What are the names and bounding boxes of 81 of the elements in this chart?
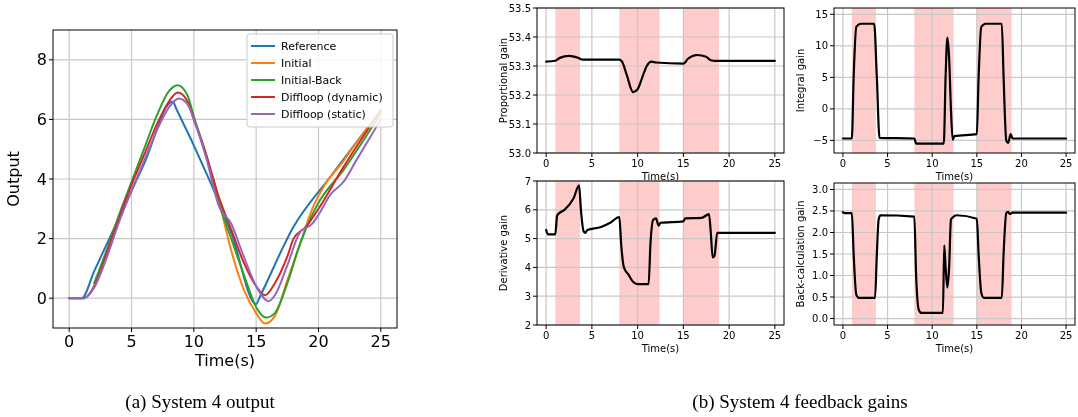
x-tick-label: 25	[1059, 158, 1073, 169]
x-axis-title: Time(s)	[640, 343, 680, 354]
x-tick-label: 5	[588, 158, 596, 169]
y-tick-label: 5	[524, 233, 531, 245]
y-tick-label: 0	[36, 288, 47, 308]
x-tick-label: 20	[722, 158, 736, 169]
y-tick-label: 1.5	[812, 248, 828, 260]
y-tick-label: 3	[524, 290, 531, 302]
line-series	[841, 22, 1068, 145]
y-tick-label: 4	[524, 261, 531, 273]
y-tick-label: 7	[524, 175, 531, 187]
y-tick-label: 53.0	[508, 147, 531, 159]
y-tick-label: 10	[815, 40, 828, 52]
x-axis-title: Time(s)	[194, 351, 255, 371]
y-tick-label: 3.0	[812, 183, 828, 195]
y-axis-title: Output	[4, 151, 23, 207]
x-tick-label: 10	[183, 331, 205, 351]
x-tick-label: 20	[1015, 330, 1028, 341]
legend-label: Reference	[281, 40, 337, 53]
x-tick-label: 15	[970, 158, 984, 169]
y-tick-label: −5	[813, 134, 828, 146]
y-axis-title: Integral gain	[795, 48, 806, 113]
y-tick-label: 2	[36, 229, 47, 249]
y-tick-label: 53.4	[508, 31, 531, 43]
x-tick-label: 5	[884, 158, 891, 169]
legend-label: Initial	[281, 57, 312, 70]
x-tick-label: 25	[1059, 330, 1073, 341]
legend-label: Initial-Back	[281, 74, 343, 87]
y-tick-label: 15	[815, 8, 828, 20]
y-tick-label: 53.3	[508, 60, 531, 72]
y-tick-label: 5	[821, 71, 828, 83]
x-tick-label: 20	[308, 331, 329, 351]
x-tick-label: 0	[542, 330, 550, 341]
y-tick-label: 8	[36, 50, 47, 70]
line-series	[841, 210, 1068, 315]
text: (b) System 4 feedback gains	[692, 391, 908, 413]
y-tick-label: 4	[36, 169, 47, 189]
x-tick-label: 10	[925, 158, 939, 169]
y-tick-label: 2	[524, 319, 531, 331]
x-tick-label: 15	[677, 158, 690, 169]
y-tick-label: 6	[524, 204, 531, 216]
y-tick-label: 6	[36, 110, 47, 129]
x-tick-label: 15	[245, 331, 267, 351]
y-axis-title: Derivative gain	[498, 214, 509, 292]
x-tick-label: 5	[588, 330, 596, 341]
y-tick-label: 1.0	[812, 270, 828, 282]
x-axis-title: Time(s)	[640, 171, 680, 182]
x-tick-label: 25	[370, 331, 391, 351]
x-tick-label: 15	[677, 330, 690, 341]
x-tick-label: 10	[631, 158, 644, 169]
x-tick-label: 25	[768, 330, 782, 341]
x-tick-label: 5	[884, 330, 891, 341]
x-tick-label: 20	[722, 330, 736, 341]
y-tick-label: 0.0	[812, 313, 828, 325]
x-tick-label: 0	[64, 331, 75, 351]
y-tick-label: 2.0	[812, 226, 828, 238]
x-tick-label: 0	[542, 158, 550, 169]
x-tick-label: 25	[768, 158, 782, 169]
x-axis-title: Time(s)	[934, 171, 974, 182]
x-axis-title: Time(s)	[934, 343, 974, 354]
line-series	[545, 184, 776, 286]
line-series	[93, 84, 382, 319]
x-tick-label: 0	[839, 158, 847, 169]
legend-label: Diffloop (static)	[281, 108, 366, 121]
legend-label: Diffloop (dynamic)	[281, 91, 383, 104]
x-tick-label: 10	[925, 330, 939, 341]
y-tick-label: 2.5	[812, 205, 828, 217]
x-tick-label: 0	[839, 330, 847, 341]
y-tick-label: 0	[821, 103, 828, 115]
x-tick-label: 5	[126, 331, 137, 351]
y-tick-label: 53.1	[508, 118, 531, 130]
y-axis-title: Back-calculation gain	[795, 200, 806, 308]
x-tick-label: 10	[631, 330, 644, 341]
line-series	[545, 53, 776, 94]
y-tick-label: 53.2	[508, 89, 531, 101]
y-tick-label: 53.5	[508, 2, 531, 14]
text: (a) System 4 output	[125, 391, 276, 413]
x-tick-label: 20	[1015, 158, 1028, 169]
y-axis-title: Proportional gain	[498, 37, 509, 124]
y-tick-label: 0.5	[812, 291, 828, 303]
x-tick-label: 15	[970, 330, 984, 341]
